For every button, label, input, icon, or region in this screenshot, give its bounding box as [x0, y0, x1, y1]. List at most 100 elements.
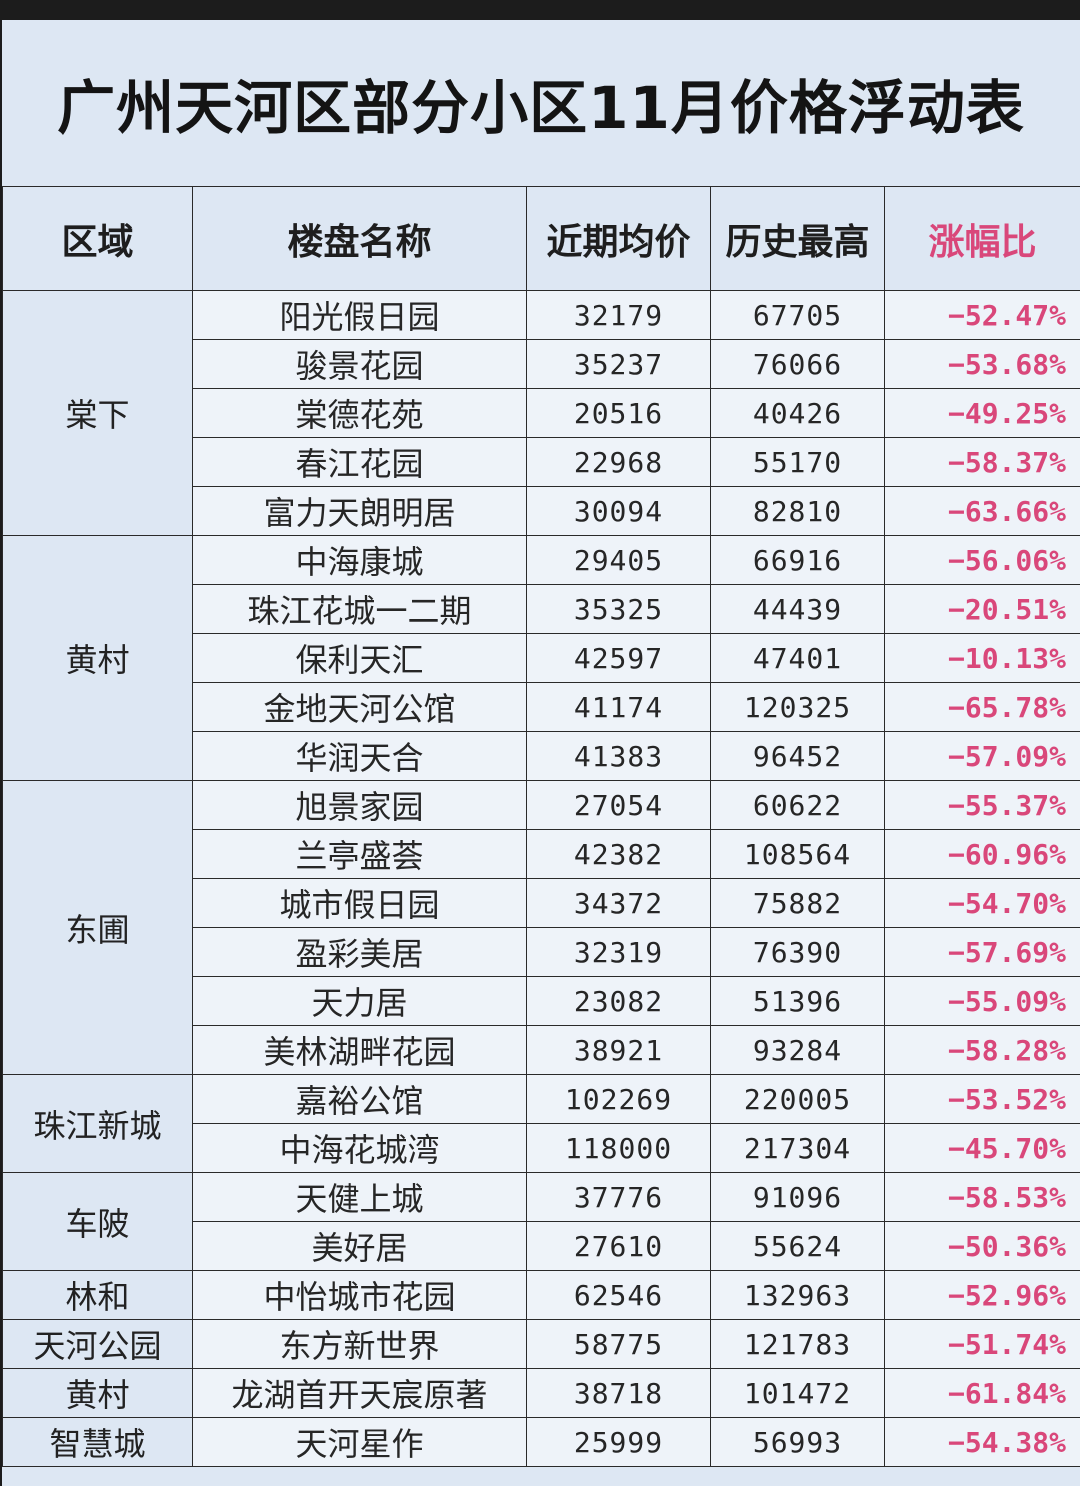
recent-avg-cell: 102269 — [526, 1074, 711, 1124]
change-cell: −65.78% — [884, 682, 1080, 732]
area-cell: 智慧城 — [2, 1417, 193, 1467]
history-high-cell: 40426 — [710, 388, 885, 438]
estate-name-cell: 嘉裕公馆 — [192, 1074, 527, 1124]
change-cell: −57.09% — [884, 731, 1080, 781]
table-row: 智慧城 天河星作 25999 56993 −54.38% — [2, 1417, 1080, 1467]
history-high-cell: 108564 — [710, 829, 885, 879]
recent-avg-cell: 118000 — [526, 1123, 711, 1173]
table-row: 黄村 中海康城 29405 66916 −56.06% — [2, 535, 1080, 781]
estate-name-cell: 城市假日园 — [192, 878, 527, 928]
history-high-cell: 120325 — [710, 682, 885, 732]
history-high-cell: 91096 — [710, 1172, 885, 1222]
table-row: 城市假日园 34372 75882 −54.70% — [3, 878, 1080, 928]
table-row: 美好居 27610 55624 −50.36% — [3, 1221, 1080, 1271]
change-cell: −10.13% — [884, 633, 1080, 683]
history-high-cell: 47401 — [710, 633, 885, 683]
header-history-high: 历史最高 — [710, 186, 885, 291]
estate-name-cell: 中海康城 — [192, 535, 527, 585]
recent-avg-cell: 22968 — [526, 437, 711, 487]
estate-name-cell: 保利天汇 — [192, 633, 527, 683]
table-row: 棠下 阳光假日园 32179 67705 −52.47% — [2, 290, 1080, 536]
change-cell: −61.84% — [884, 1368, 1080, 1418]
change-cell: −55.09% — [884, 976, 1080, 1026]
estate-name-cell: 春江花园 — [192, 437, 527, 487]
area-cell: 珠江新城 — [2, 1074, 193, 1173]
change-cell: −55.37% — [884, 780, 1080, 830]
table-row: 珠江花城一二期 35325 44439 −20.51% — [3, 584, 1080, 634]
estate-name-cell: 中怡城市花园 — [192, 1270, 527, 1320]
area-cell: 黄村 — [2, 1368, 193, 1418]
estate-name-cell: 金地天河公馆 — [192, 682, 527, 732]
history-high-cell: 121783 — [710, 1319, 885, 1369]
table-row: 金地天河公馆 41174 120325 −65.78% — [3, 682, 1080, 732]
area-cell: 棠下 — [2, 290, 193, 536]
table-row: 天力居 23082 51396 −55.09% — [3, 976, 1080, 1026]
table-row: 保利天汇 42597 47401 −10.13% — [3, 633, 1080, 683]
estate-name-cell: 东方新世界 — [192, 1319, 527, 1369]
header-row: 区域 楼盘名称 近期均价 历史最高 涨幅比 — [2, 186, 1080, 291]
area-cell: 车陂 — [2, 1172, 193, 1271]
change-cell: −45.70% — [884, 1123, 1080, 1173]
history-high-cell: 67705 — [710, 290, 885, 340]
history-high-cell: 82810 — [710, 486, 885, 536]
change-cell: −54.38% — [884, 1417, 1080, 1467]
change-cell: −56.06% — [884, 535, 1080, 585]
history-high-cell: 60622 — [710, 780, 885, 830]
table-row: 天河公园 东方新世界 58775 121783 −51.74% — [2, 1319, 1080, 1369]
table-row: 盈彩美居 32319 76390 −57.69% — [3, 927, 1080, 977]
price-sheet: 广州天河区部分小区11月价格浮动表 区域 楼盘名称 近期均价 历史最高 涨幅比 … — [2, 20, 1080, 1486]
estate-name-cell: 天力居 — [192, 976, 527, 1026]
change-cell: −60.96% — [884, 829, 1080, 879]
history-high-cell: 56993 — [710, 1417, 885, 1467]
change-cell: −58.53% — [884, 1172, 1080, 1222]
history-high-cell: 76066 — [710, 339, 885, 389]
recent-avg-cell: 29405 — [526, 535, 711, 585]
recent-avg-cell: 41174 — [526, 682, 711, 732]
table-row: 美林湖畔花园 38921 93284 −58.28% — [3, 1025, 1080, 1075]
page-title: 广州天河区部分小区11月价格浮动表 — [57, 74, 1025, 142]
change-cell: −50.36% — [884, 1221, 1080, 1271]
header-area: 区域 — [2, 186, 193, 291]
area-cell: 林和 — [2, 1270, 193, 1320]
estate-name-cell: 龙湖首开天宸原著 — [192, 1368, 527, 1418]
recent-avg-cell: 37776 — [526, 1172, 711, 1222]
history-high-cell: 96452 — [710, 731, 885, 781]
recent-avg-cell: 23082 — [526, 976, 711, 1026]
history-high-cell: 101472 — [710, 1368, 885, 1418]
title-block: 广州天河区部分小区11月价格浮动表 — [2, 20, 1080, 186]
recent-avg-cell: 42597 — [526, 633, 711, 683]
change-cell: −52.47% — [884, 290, 1080, 340]
recent-avg-cell: 62546 — [526, 1270, 711, 1320]
estate-name-cell: 美好居 — [192, 1221, 527, 1271]
estate-name-cell: 旭景家园 — [192, 780, 527, 830]
estate-name-cell: 美林湖畔花园 — [192, 1025, 527, 1075]
recent-avg-cell: 27610 — [526, 1221, 711, 1271]
recent-avg-cell: 38718 — [526, 1368, 711, 1418]
table-row: 骏景花园 35237 76066 −53.68% — [3, 339, 1080, 389]
history-high-cell: 217304 — [710, 1123, 885, 1173]
change-cell: −51.74% — [884, 1319, 1080, 1369]
change-cell: −54.70% — [884, 878, 1080, 928]
table-header: 区域 楼盘名称 近期均价 历史最高 涨幅比 — [2, 186, 1080, 291]
estate-name-cell: 棠德花苑 — [192, 388, 527, 438]
recent-avg-cell: 58775 — [526, 1319, 711, 1369]
header-recent-avg: 近期均价 — [526, 186, 711, 291]
recent-avg-cell: 30094 — [526, 486, 711, 536]
recent-avg-cell: 38921 — [526, 1025, 711, 1075]
estate-name-cell: 盈彩美居 — [192, 927, 527, 977]
recent-avg-cell: 32319 — [526, 927, 711, 977]
table-row: 春江花园 22968 55170 −58.37% — [3, 437, 1080, 487]
estate-name-cell: 兰亭盛荟 — [192, 829, 527, 879]
table-row: 东圃 旭景家园 27054 60622 −55.37% — [2, 780, 1080, 1075]
change-cell: −58.28% — [884, 1025, 1080, 1075]
table-row: 珠江新城 嘉裕公馆 102269 220005 −53.52% — [2, 1074, 1080, 1173]
estate-name-cell: 富力天朗明居 — [192, 486, 527, 536]
change-cell: −57.69% — [884, 927, 1080, 977]
history-high-cell: 55624 — [710, 1221, 885, 1271]
recent-avg-cell: 41383 — [526, 731, 711, 781]
recent-avg-cell: 35237 — [526, 339, 711, 389]
change-cell: −58.37% — [884, 437, 1080, 487]
history-high-cell: 44439 — [710, 584, 885, 634]
table-row: 黄村 龙湖首开天宸原著 38718 101472 −61.84% — [2, 1368, 1080, 1418]
recent-avg-cell: 27054 — [526, 780, 711, 830]
